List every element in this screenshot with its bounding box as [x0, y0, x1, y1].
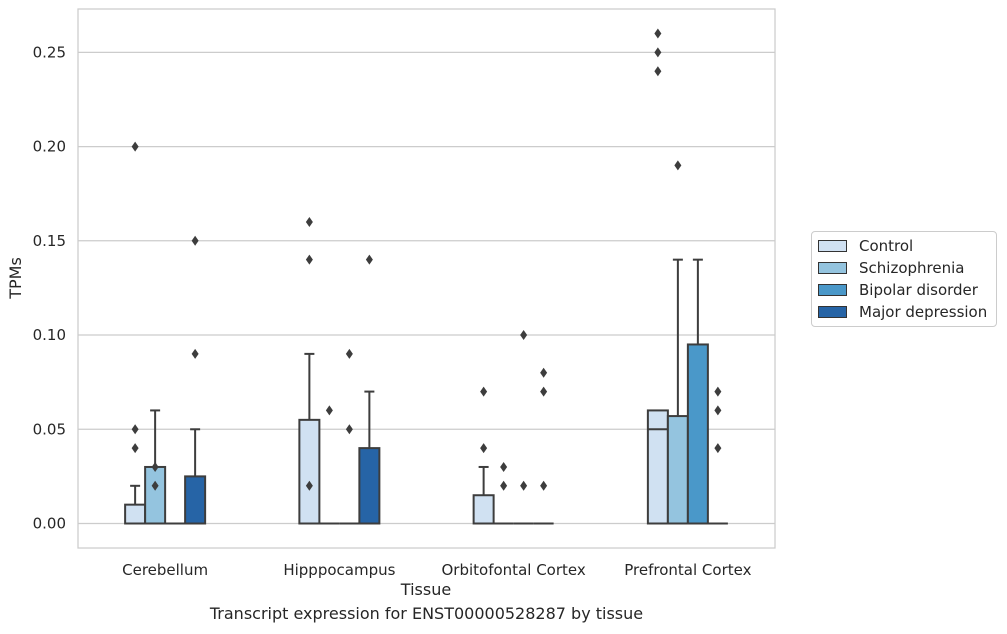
y-tick-label: 0.15 [33, 232, 66, 250]
outlier-point-major-depression [714, 405, 722, 416]
outlier-point-bipolar-disorder [520, 330, 528, 341]
outlier-point-major-depression [365, 254, 373, 265]
bar-bipolar-disorder [686, 343, 709, 525]
legend-item-bipolar-disorder: Bipolar disorder [818, 279, 978, 301]
x-tick-label: Prefrontal Cortex [624, 561, 751, 579]
outlier-point-control [131, 443, 139, 454]
y-tick-label: 0.10 [33, 326, 66, 344]
bar-major-depression [184, 475, 207, 525]
outlier-point-schizophrenia [500, 461, 508, 472]
legend-label-bipolar-disorder: Bipolar disorder [859, 281, 978, 299]
outlier-point-bipolar-disorder [345, 348, 353, 359]
outlier-point-control [131, 141, 139, 152]
legend: Control Schizophrenia Bipolar disorder M… [811, 231, 997, 327]
y-tick-label: 0.05 [33, 420, 66, 438]
x-tick-label: Cerebellum [122, 561, 208, 579]
bar-control [472, 494, 495, 525]
y-axis-title: TPMs [6, 257, 25, 300]
outlier-point-schizophrenia [151, 461, 159, 472]
legend-label-schizophrenia: Schizophrenia [859, 259, 965, 277]
legend-swatch-control [818, 240, 847, 252]
legend-swatch-major-depression [818, 306, 847, 318]
bar-major-depression [358, 447, 381, 525]
bar-schizophrenia [666, 415, 689, 525]
outlier-point-schizophrenia [325, 405, 333, 416]
outlier-point-major-depression [714, 443, 722, 454]
legend-item-schizophrenia: Schizophrenia [818, 257, 964, 279]
outlier-point-control [305, 254, 313, 265]
outlier-point-control [480, 443, 488, 454]
y-tick-label: 0.20 [33, 138, 66, 156]
outlier-point-control [654, 28, 662, 39]
x-tick-label: Hipppocampus [283, 561, 395, 579]
outlier-point-schizophrenia [500, 480, 508, 491]
outlier-point-control [654, 47, 662, 58]
bar-control [124, 503, 147, 525]
legend-item-control: Control [818, 235, 913, 257]
outlier-point-major-depression [191, 235, 199, 246]
outlier-point-schizophrenia [674, 160, 682, 171]
outlier-point-control [131, 424, 139, 435]
x-axis-title: Tissue [400, 580, 451, 599]
y-tick-label: 0.25 [33, 43, 66, 61]
outlier-point-major-depression [191, 348, 199, 359]
outlier-point-control [305, 216, 313, 227]
outlier-point-major-depression [714, 386, 722, 397]
outlier-point-control [305, 480, 313, 491]
outlier-point-control [480, 386, 488, 397]
y-tick-label: 0.00 [33, 515, 66, 533]
legend-item-major-depression: Major depression [818, 301, 987, 323]
legend-swatch-bipolar-disorder [818, 284, 847, 296]
outlier-point-major-depression [540, 480, 548, 491]
outlier-point-control [654, 66, 662, 77]
bar-schizophrenia [144, 465, 167, 525]
outlier-point-schizophrenia [151, 480, 159, 491]
outlier-point-major-depression [540, 367, 548, 378]
outlier-point-bipolar-disorder [520, 480, 528, 491]
legend-label-major-depression: Major depression [859, 303, 988, 321]
legend-label-control: Control [859, 237, 914, 255]
bar-control [298, 418, 321, 525]
outlier-point-major-depression [540, 386, 548, 397]
legend-swatch-schizophrenia [818, 262, 847, 274]
bar-control [646, 409, 669, 525]
x-tick-label: Orbitofontal Cortex [442, 561, 586, 579]
chart-caption: Transcript expression for ENST0000052828… [209, 604, 644, 623]
outlier-point-bipolar-disorder [345, 424, 353, 435]
